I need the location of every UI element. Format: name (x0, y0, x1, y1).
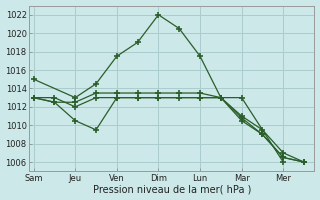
X-axis label: Pression niveau de la mer( hPa ): Pression niveau de la mer( hPa ) (93, 184, 251, 194)
